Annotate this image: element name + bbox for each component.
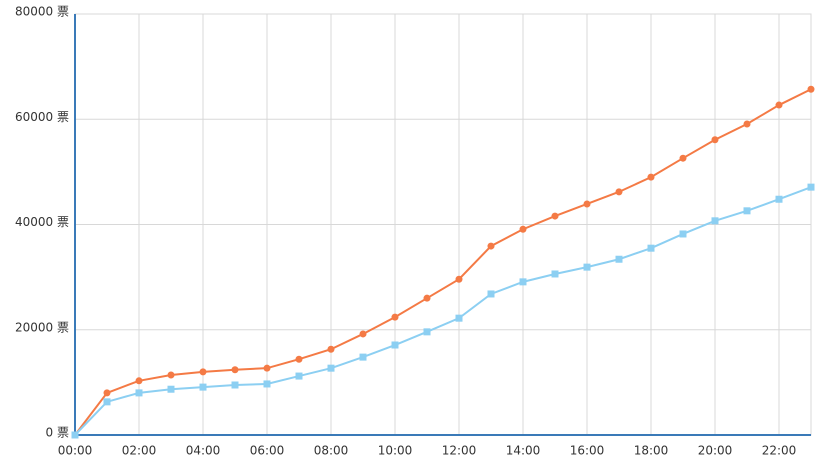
series-line [74,88,812,436]
point [775,195,783,203]
y-tick-label: 0 票 [46,426,69,440]
x-tick-label: 22:00 [762,444,797,458]
point [807,85,815,93]
series-line [74,186,812,436]
y-tick-label: 40000 票 [15,215,69,229]
point [167,385,175,393]
point [263,364,271,372]
x-tick-label: 00:00 [58,444,93,458]
point [711,217,719,225]
x-tick-label: 20:00 [698,444,733,458]
point [199,383,207,391]
point [199,368,207,376]
point [551,212,559,220]
x-tick-label: 16:00 [570,444,605,458]
point [615,255,623,263]
point [711,136,719,144]
point [231,381,239,389]
point [359,353,367,361]
point [263,380,271,388]
point [391,341,399,349]
point [231,366,239,374]
point [743,207,751,215]
point [71,431,79,439]
point [583,263,591,271]
point [455,275,463,283]
point [647,244,655,252]
point [679,230,687,238]
point [455,314,463,322]
point [103,398,111,406]
x-tick-label: 18:00 [634,444,669,458]
x-tick-label: 02:00 [122,444,157,458]
point [679,154,687,162]
point [583,200,591,208]
point [519,278,527,286]
point [103,389,111,397]
point [359,330,367,338]
point [135,389,143,397]
point [743,120,751,128]
point [615,188,623,196]
point [167,371,175,379]
x-tick-label: 08:00 [314,444,349,458]
point [295,372,303,380]
y-tick-label: 20000 票 [15,320,69,334]
point [519,225,527,233]
x-tick-label: 06:00 [250,444,285,458]
x-tick-label: 14:00 [506,444,541,458]
y-tick-label: 80000 票 [15,5,69,19]
point [551,270,559,278]
point [391,313,399,321]
point [775,101,783,109]
point [487,290,495,298]
point [487,242,495,250]
point [423,328,431,336]
point [135,377,143,385]
x-tick-label: 12:00 [442,444,477,458]
point [327,364,335,372]
x-tick-label: 10:00 [378,444,413,458]
point [807,183,815,191]
point [295,355,303,363]
x-tick-label: 04:00 [186,444,221,458]
point [423,294,431,302]
point [327,345,335,353]
y-tick-label: 60000 票 [15,110,69,124]
point [647,173,655,181]
